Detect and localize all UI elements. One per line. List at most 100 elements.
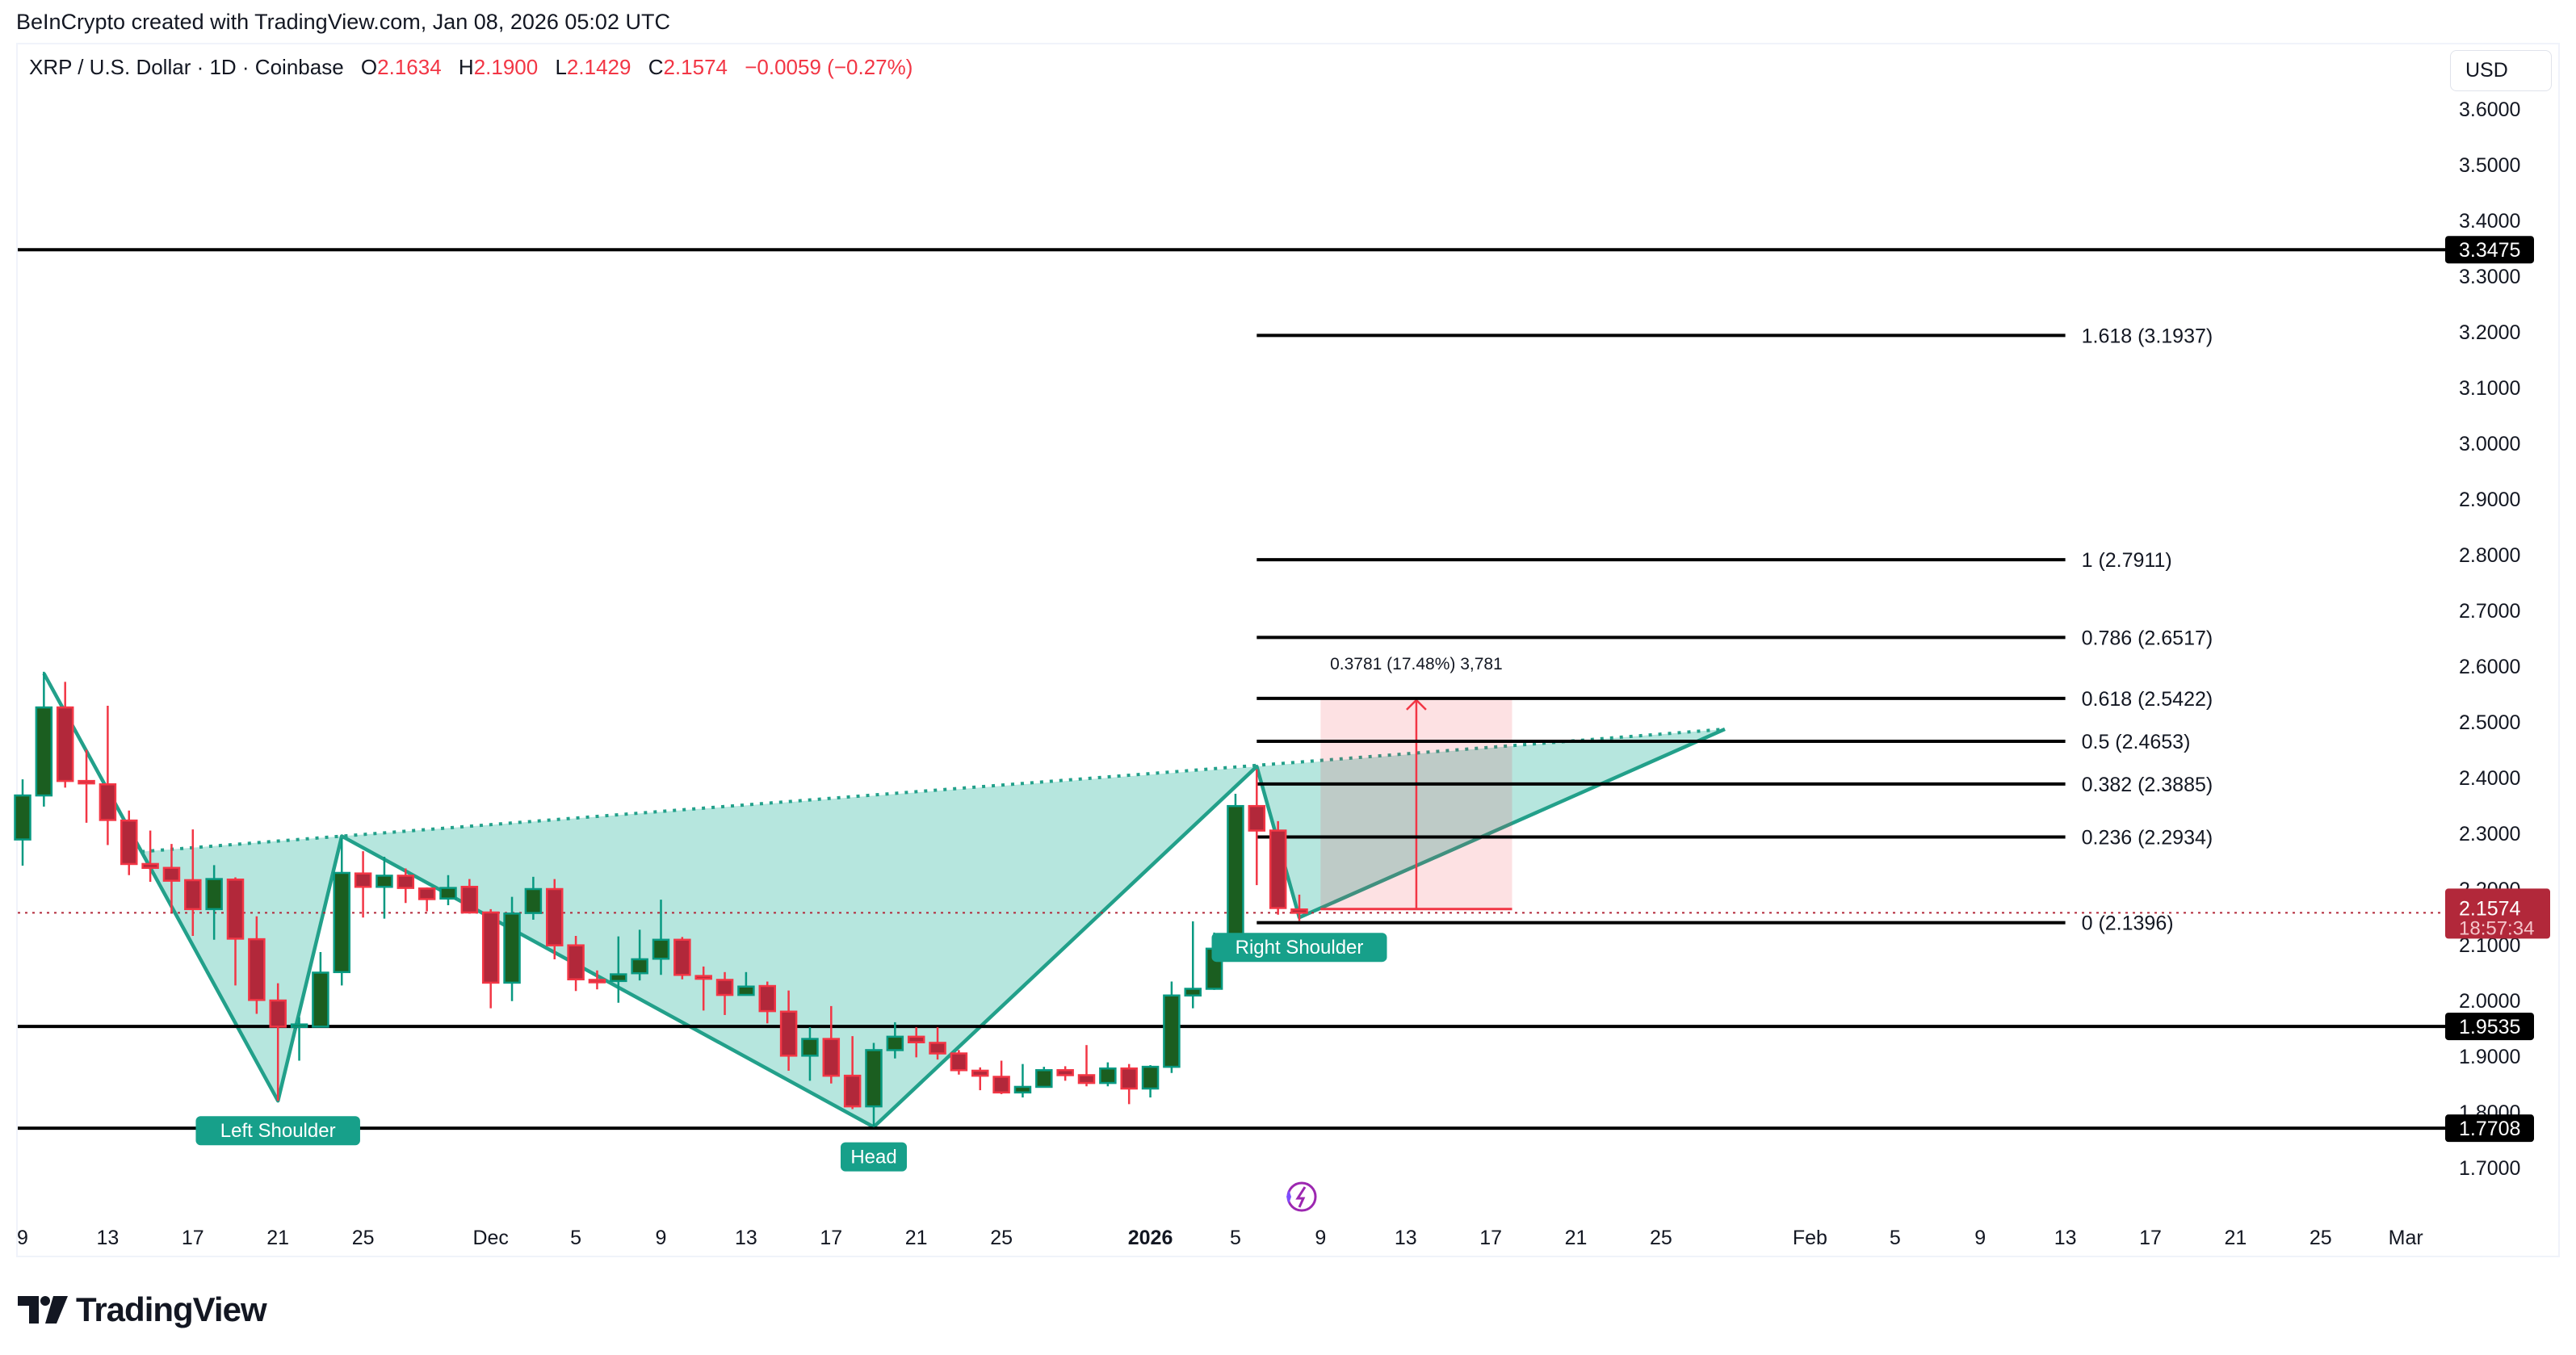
candle-body <box>56 706 74 782</box>
candle-body <box>886 1035 904 1051</box>
time-tick-label: 9 <box>656 1227 667 1249</box>
time-tick-label: 25 <box>990 1227 1013 1249</box>
candle <box>375 856 393 919</box>
price-tick-label: 2.8000 <box>2459 544 2520 567</box>
symbol-title[interactable]: XRP / U.S. Dollar · 1D · Coinbase <box>29 55 344 79</box>
pattern-label-bg <box>1211 933 1387 963</box>
candle-body <box>396 875 415 889</box>
candle-body <box>567 944 585 981</box>
candle-body <box>1056 1069 1074 1076</box>
candle <box>439 875 457 906</box>
candle-body <box>992 1076 1010 1094</box>
pattern-labels: Left Shoulder Head Right Shoulder <box>195 933 1387 1172</box>
candle-body <box>312 971 329 1028</box>
candle-body <box>1013 1085 1032 1094</box>
price-tick-label: 3.3000 <box>2459 266 2520 288</box>
candle <box>460 879 479 914</box>
candle-body <box>929 1042 946 1055</box>
candle-body <box>524 887 543 914</box>
neckline[interactable] <box>141 727 1726 854</box>
price-badge-label: 1.7708 <box>2459 1118 2520 1140</box>
candle <box>503 896 521 1001</box>
candle <box>1227 794 1244 950</box>
fib-level-label: 1 (2.7911) <box>2082 549 2172 572</box>
change-value: −0.0059 (−0.27%) <box>745 55 913 79</box>
candle-body <box>588 979 606 984</box>
pattern-label-bg <box>841 1142 907 1172</box>
candle-body <box>1163 994 1181 1068</box>
price-tick-label: 1.9000 <box>2459 1046 2520 1068</box>
candle <box>1184 921 1202 1009</box>
chart-frame <box>16 43 2560 1257</box>
time-tick-label: 25 <box>352 1227 375 1249</box>
symbol-legend: XRP / U.S. Dollar · 1D · Coinbase O2.163… <box>29 55 913 80</box>
candle <box>205 865 223 940</box>
candle-body <box>439 887 457 900</box>
candle <box>417 887 436 912</box>
price-tick-label: 3.6000 <box>2459 99 2520 121</box>
price-tick-label: 3.5000 <box>2459 154 2520 177</box>
low-label: L <box>555 55 567 79</box>
price-range-measure[interactable]: 0.3781 (17.48%) 3,781 <box>1320 655 1512 911</box>
candle <box>673 937 691 980</box>
candle <box>1035 1067 1053 1089</box>
candle <box>120 810 138 875</box>
time-tick-label: 13 <box>1395 1227 1417 1249</box>
candle-body <box>610 973 627 983</box>
candle <box>78 749 95 823</box>
time-tick-label: 9 <box>1974 1227 1986 1249</box>
candle-body <box>652 938 670 960</box>
events-icon[interactable] <box>1286 1181 1317 1212</box>
candle <box>396 868 415 904</box>
candle-body <box>290 1023 308 1028</box>
candle <box>56 682 74 788</box>
candle-body <box>758 984 776 1013</box>
price-badge-label: 1.9535 <box>2459 1016 2520 1038</box>
candle <box>843 1036 862 1110</box>
candle <box>333 838 350 986</box>
candle-body <box>481 911 500 984</box>
price-tick-label: 1.7000 <box>2459 1157 2520 1180</box>
currency-button[interactable]: USD <box>2450 50 2552 91</box>
price-tick-label: 2.9000 <box>2459 489 2520 511</box>
time-tick-label: 21 <box>905 1227 928 1249</box>
open-value: 2.1634 <box>377 55 442 79</box>
candle-body <box>184 879 202 911</box>
candle <box>737 971 755 996</box>
candle-body <box>333 871 350 974</box>
time-axis[interactable]: 9 13 17 21 25 Dec 5 9 13 17 21 25 2026 5 9 13 17 21 25 Feb 5… <box>17 1227 2423 1249</box>
candle <box>546 879 564 959</box>
candle-body <box>971 1069 989 1077</box>
tradingview-logo[interactable]: TradingView <box>18 1290 267 1329</box>
candle-body <box>248 938 266 1001</box>
candle <box>35 671 53 807</box>
candle <box>1248 769 1266 886</box>
candle <box>1163 981 1181 1073</box>
candle-body <box>120 819 138 866</box>
low-value: 2.1429 <box>566 55 631 79</box>
candle-body <box>1077 1074 1096 1084</box>
price-tick-label: 2.3000 <box>2459 823 2520 845</box>
candle <box>865 1042 883 1127</box>
fibonacci-extension[interactable]: 1.618 (3.1937) 1 (2.7911) 0.786 (2.6517) 0.… <box>1257 325 2213 935</box>
candle <box>1120 1063 1138 1105</box>
price-tick-label: 3.4000 <box>2459 210 2520 233</box>
pattern-label-bg <box>195 1116 360 1146</box>
time-tick-label: 2026 <box>1128 1227 1173 1249</box>
candle-body <box>35 706 53 797</box>
price-badge <box>2445 1013 2534 1041</box>
candle-body <box>375 875 393 888</box>
price-badge <box>2445 236 2534 264</box>
candle <box>1290 894 1308 921</box>
candle <box>715 971 734 1015</box>
candle-body <box>78 779 95 785</box>
time-tick-label: 17 <box>182 1227 204 1249</box>
time-tick-label: 21 <box>1565 1227 1588 1249</box>
time-tick-label: 13 <box>2054 1227 2077 1249</box>
candle-body <box>141 862 159 870</box>
fib-level-label: 0.5 (2.4653) <box>2082 731 2191 753</box>
candle <box>758 981 776 1024</box>
tradingview-wordmark: TradingView <box>76 1290 267 1328</box>
